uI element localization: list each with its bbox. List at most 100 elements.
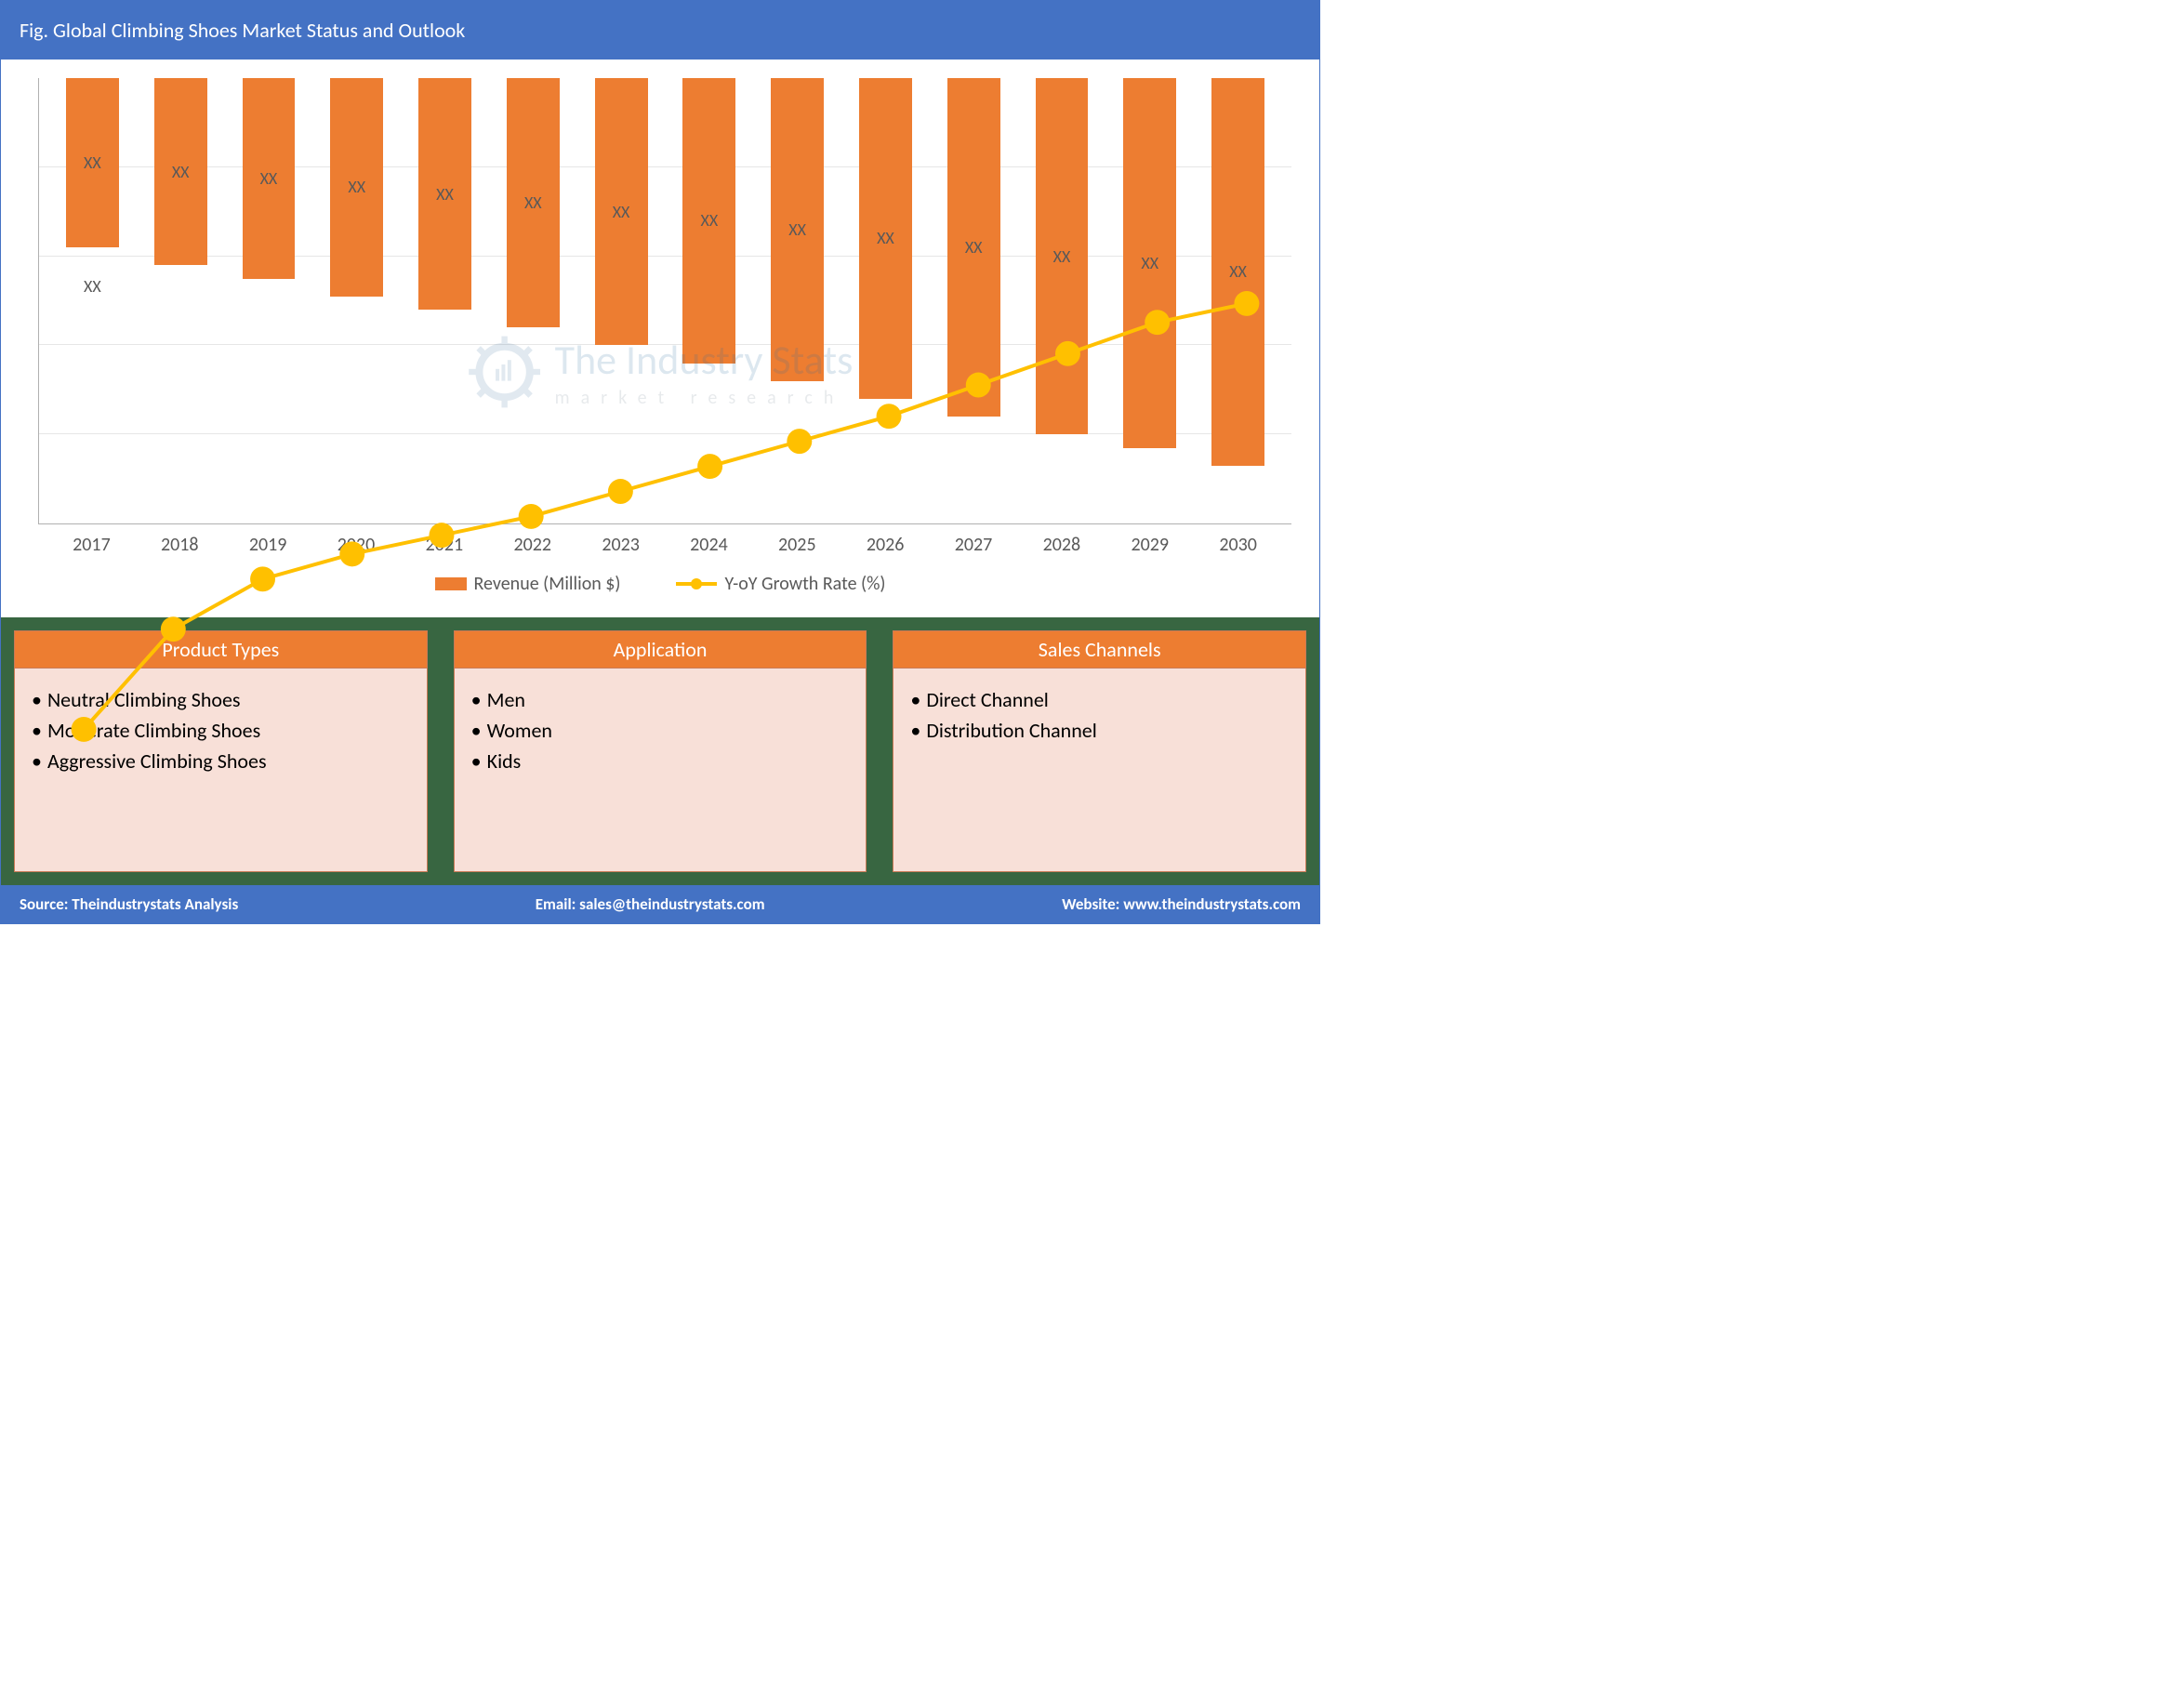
x-tick-label: 2030 (1194, 534, 1282, 556)
x-tick-label: 2020 (312, 534, 401, 556)
revenue-bar: XX (595, 78, 648, 345)
bar-slot: XXXX (841, 78, 930, 523)
bar-value-label: XX (965, 237, 983, 258)
bar-value-label: XX (1141, 253, 1158, 273)
panel-header: Product Types (15, 631, 427, 669)
x-tick-label: 2029 (1105, 534, 1194, 556)
bar-slot: XXXX (930, 78, 1018, 523)
panel-list-item: •Moderate Climbing Shoes (32, 718, 410, 743)
revenue-bar: XX (418, 78, 471, 310)
bar-value-label: XX (1053, 246, 1071, 267)
x-tick-label: 2017 (47, 534, 136, 556)
panel-list-item: •Distribution Channel (910, 718, 1289, 743)
category-panel: Sales Channels•Direct Channel•Distributi… (893, 630, 1306, 872)
footer-bar: Source: Theindustrystats Analysis Email:… (1, 885, 1319, 923)
panel-list-item-text: Kids (487, 748, 522, 774)
revenue-bar: XX (859, 78, 912, 399)
x-tick-label: 2027 (930, 534, 1018, 556)
chart-legend: Revenue (Million $) Y-oY Growth Rate (%) (29, 556, 1291, 608)
line-point-label: XX (84, 276, 101, 297)
panel-body: •Neutral Climbing Shoes•Moderate Climbin… (15, 669, 427, 792)
panel-list-item-text: Neutral Climbing Shoes (47, 687, 241, 712)
panel-list-item: •Kids (471, 748, 850, 774)
bar-slot: XXXX (225, 78, 313, 523)
revenue-bar: XX (771, 78, 824, 381)
bar-slot: XXXX (577, 78, 666, 523)
legend-swatch-bar (435, 577, 467, 590)
bar-value-label: XX (348, 177, 365, 197)
bar-slot: XXXX (137, 78, 225, 523)
footer-email: Email: sales@theindustrystats.com (536, 894, 765, 914)
x-tick-label: 2024 (665, 534, 753, 556)
panel-list-item: •Men (471, 687, 850, 712)
bar-value-label: XX (877, 228, 894, 248)
bar-value-label: XX (172, 162, 190, 182)
bar-slot: XXXX (1105, 78, 1194, 523)
category-panel: Product Types•Neutral Climbing Shoes•Mod… (14, 630, 428, 872)
bullet-icon: • (910, 687, 920, 712)
bar-value-label: XX (613, 202, 630, 222)
legend-item-growth: Y-oY Growth Rate (%) (676, 573, 885, 595)
bar-slot: XXXX (401, 78, 489, 523)
figure-title: Fig. Global Climbing Shoes Market Status… (1, 1, 1319, 60)
bar-slot: XX XX (48, 78, 137, 523)
panel-list-item-text: Men (487, 687, 525, 712)
bullet-icon: • (471, 718, 482, 743)
legend-item-revenue: Revenue (Million $) (435, 573, 621, 595)
revenue-bar: XX (507, 78, 560, 327)
bar-value-label: XX (701, 210, 719, 231)
revenue-bar: XX (682, 78, 735, 364)
panel-list-item: •Aggressive Climbing Shoes (32, 748, 410, 774)
bar-slot: XXXX (1018, 78, 1106, 523)
category-panel: Application•Men•Women•Kids (454, 630, 867, 872)
bar-value-label: XX (260, 168, 278, 189)
panel-body: •Direct Channel•Distribution Channel (893, 669, 1305, 761)
figure-frame: Fig. Global Climbing Shoes Market Status… (0, 0, 1320, 924)
x-tick-label: 2022 (488, 534, 576, 556)
panel-list-item-text: Direct Channel (926, 687, 1049, 712)
footer-website: Website: www.theindustrystats.com (1062, 894, 1301, 914)
bar-slot: XXXX (753, 78, 841, 523)
panel-list-item-text: Moderate Climbing Shoes (47, 718, 260, 743)
panel-header: Application (455, 631, 867, 669)
revenue-bar: XX (66, 78, 119, 247)
bullet-icon: • (910, 718, 920, 743)
revenue-bar: XX (154, 78, 207, 265)
legend-swatch-line (676, 582, 717, 586)
x-tick-label: 2021 (400, 534, 488, 556)
revenue-bar: XX (1211, 78, 1264, 466)
legend-label-growth: Y-oY Growth Rate (%) (724, 573, 885, 595)
x-tick-label: 2018 (136, 534, 224, 556)
bullet-icon: • (32, 718, 42, 743)
panel-body: •Men•Women•Kids (455, 669, 867, 792)
bar-value-label: XX (1229, 261, 1247, 282)
bars-container: XXXXXXXXXXXXXXXXXXXXXXXXXXXXXXXXXXXXXXXX… (39, 78, 1291, 523)
panel-header: Sales Channels (893, 631, 1305, 669)
bar-value-label: XX (436, 184, 454, 205)
x-tick-label: 2025 (753, 534, 841, 556)
legend-label-revenue: Revenue (Million $) (474, 573, 621, 595)
bullet-icon: • (471, 748, 482, 774)
x-axis-labels: 2017201820192020202120222023202420252026… (38, 524, 1291, 556)
panel-list-item-text: Women (487, 718, 552, 743)
bullet-icon: • (471, 687, 482, 712)
revenue-bar: XX (243, 78, 296, 279)
bar-slot: XXXX (1194, 78, 1282, 523)
panel-list-item: •Women (471, 718, 850, 743)
panel-list-item-text: Aggressive Climbing Shoes (47, 748, 267, 774)
category-panels-strip: Product Types•Neutral Climbing Shoes•Mod… (1, 617, 1319, 885)
bar-slot: XXXX (665, 78, 753, 523)
bullet-icon: • (32, 748, 42, 774)
bar-slot: XXXX (312, 78, 401, 523)
bar-value-label: XX (84, 152, 101, 173)
chart-area: XXXXXXXXXXXXXXXXXXXXXXXXXXXXXXXXXXXXXXXX… (1, 60, 1319, 617)
panel-list-item: •Direct Channel (910, 687, 1289, 712)
bar-value-label: XX (524, 192, 542, 213)
bar-value-label: XX (788, 219, 806, 240)
plot-region: XXXXXXXXXXXXXXXXXXXXXXXXXXXXXXXXXXXXXXXX… (38, 78, 1291, 524)
panel-list-item: •Neutral Climbing Shoes (32, 687, 410, 712)
x-tick-label: 2026 (841, 534, 930, 556)
revenue-bar: XX (330, 78, 383, 297)
panel-list-item-text: Distribution Channel (926, 718, 1096, 743)
x-tick-label: 2023 (576, 534, 665, 556)
